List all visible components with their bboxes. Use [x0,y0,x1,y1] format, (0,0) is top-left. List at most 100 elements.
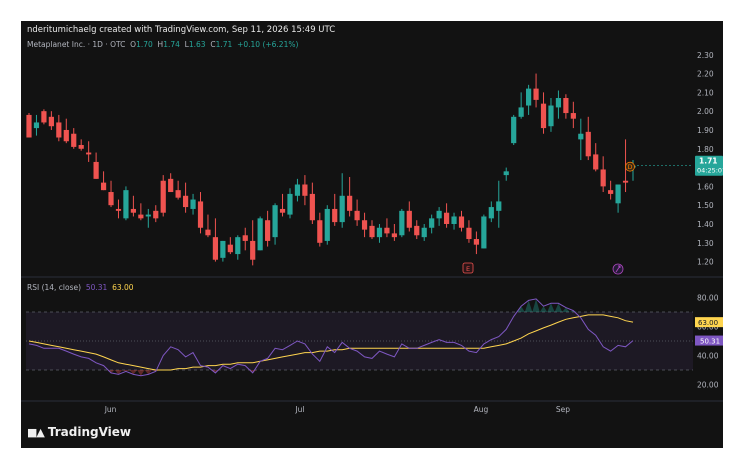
candle [563,94,569,119]
candle [250,220,256,266]
candle-body [108,192,114,206]
candle [78,139,84,151]
candle [429,214,435,234]
candle [138,203,144,221]
candle-body [593,154,599,170]
candle [33,114,40,136]
candle [205,214,211,238]
dividend-marker: D [625,161,635,172]
open-value: 1.70 [136,40,153,49]
candle [108,180,114,208]
symbol-title[interactable]: Metaplanet Inc. · 1D · OTC [27,40,126,49]
low-label: L [184,40,189,49]
candle-body [145,214,151,217]
candle [197,192,204,234]
candle-body [347,195,353,211]
time-tick-label: Jul [294,405,304,414]
candle [93,152,99,179]
candle [309,182,315,224]
candle [414,220,420,240]
candle-body [511,116,517,144]
candle [272,203,278,245]
candle [466,220,472,243]
price-badge-bg [695,155,723,176]
candle-body [481,216,487,249]
price-tick-label: 1.30 [697,239,714,248]
rsi-line [28,298,634,377]
candle [421,223,427,241]
candle [593,143,599,172]
candle-body [436,210,442,219]
rsi-title[interactable]: RSI (14, close) [27,283,82,292]
candle [458,210,465,232]
candle-body [540,103,547,129]
candle-body [100,182,107,191]
candle [503,167,509,181]
candle [600,156,606,193]
price-tick-label: 2.10 [697,88,714,97]
candle-body [518,107,524,117]
candle-body [339,195,345,223]
candle [361,212,368,238]
close-label: C [210,40,216,49]
candle-body [130,208,136,213]
candle-body [421,227,427,238]
candle [540,92,547,134]
candle [570,101,576,129]
candle-body [265,220,271,241]
candle-body [197,201,204,228]
candle [41,109,47,125]
price-tick-label: 2.30 [697,51,714,60]
candle-body [71,133,77,147]
candle-body [86,152,92,155]
candle-body [622,180,629,183]
candle [123,186,129,221]
candle [227,237,233,255]
candle-body [160,180,166,213]
candle-body [294,184,301,196]
candle-body [578,133,584,140]
chart-canvas[interactable]: 2.30 2.20 2.10 2.00 1.90 1.80 1.70 1.60 1.50 1.40… [21,21,723,448]
change-value: +0.10 (+6.21%) [237,40,299,49]
rsi-ma-badge-bg [695,317,723,328]
candle-body [78,145,84,149]
candle [26,113,32,138]
candle-body [56,122,62,138]
candle-body [63,129,69,142]
rsi-ma-value: 63.00 [112,283,134,292]
candle-body [227,244,233,253]
tradingview-brand[interactable]: ■▲ TradingView [27,425,131,439]
candle [533,73,539,108]
candle [615,184,621,213]
chart-frame: 2.30 2.20 2.10 2.00 1.90 1.80 1.70 1.60 1.50 1.40… [21,21,723,448]
candle [242,227,248,251]
price-tick-label: 1.50 [697,201,714,210]
candle [175,180,181,200]
candle-body [548,105,554,127]
candle-body [123,190,129,219]
candle [71,128,77,149]
candle-body [153,210,159,219]
candle [347,176,353,217]
open-label: O [130,40,137,49]
candle-body [26,114,32,138]
price-tick-label: 2.00 [697,107,714,116]
candle-body [41,111,47,123]
rsi-overbought-fill [517,298,578,312]
candle [406,201,412,232]
candle [265,210,271,247]
earnings-marker: E [462,262,474,274]
candle-body [309,193,315,221]
candle-body [414,225,420,236]
candle [339,173,345,228]
high-value: 1.74 [163,40,180,49]
candle-body [585,131,591,157]
candle-body [406,210,412,228]
candle-body [496,201,502,211]
candle [496,180,502,228]
dividend-marker-circle [625,161,635,172]
earnings-marker-label: E [466,265,470,273]
candle-body [443,212,450,224]
candle [585,116,591,161]
